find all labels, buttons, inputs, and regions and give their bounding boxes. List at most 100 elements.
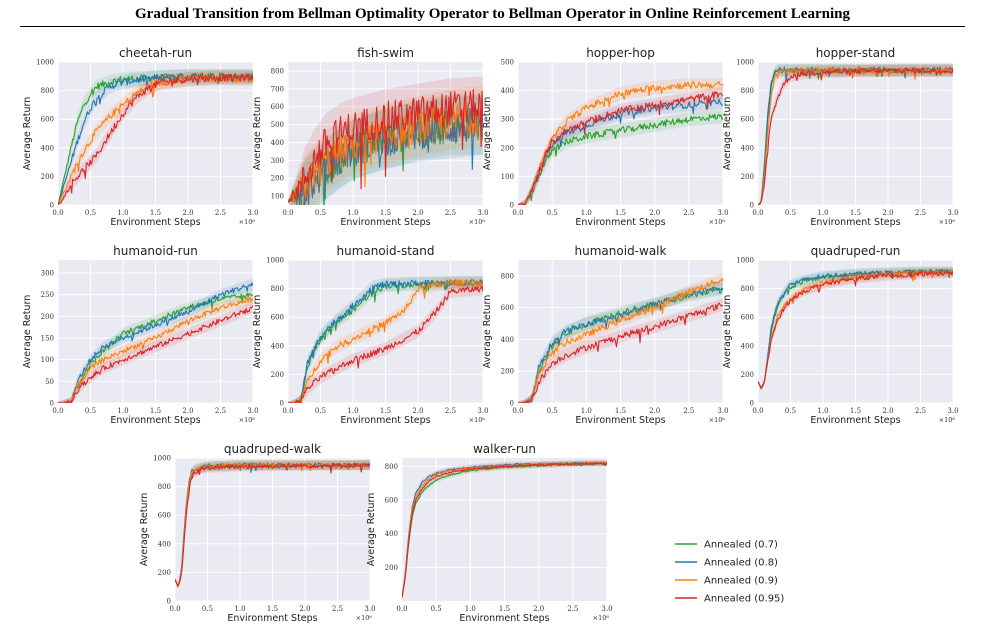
x-tick-label: 0.5 bbox=[315, 407, 326, 415]
y-tick-label: 200 bbox=[41, 313, 54, 321]
x-tick-label: 0.0 bbox=[52, 209, 63, 217]
y-tick-label: 100 bbox=[501, 173, 514, 181]
y-tick-label: 800 bbox=[158, 483, 171, 491]
chart-panel-hopper-hop: 0 100 200 300 400 500 0.0 0.5 1.0 1.5 2.0 2.5 3.0×10… bbox=[482, 46, 729, 228]
x-multiplier: ×10⁶ bbox=[469, 416, 486, 424]
y-tick-label: 800 bbox=[741, 285, 754, 293]
y-tick-label: 800 bbox=[41, 87, 54, 95]
x-tick-label: 3.0 bbox=[717, 209, 728, 217]
x-tick-label: 0.5 bbox=[202, 605, 213, 613]
x-tick-label: 0.0 bbox=[52, 407, 63, 415]
chart-title: fish-swim bbox=[357, 46, 414, 60]
y-tick-label: 300 bbox=[271, 157, 284, 165]
y-tick-label: 600 bbox=[41, 116, 54, 124]
series-band-Annealed (0.7) bbox=[58, 69, 253, 205]
x-axis-label: Environment Steps bbox=[810, 217, 900, 228]
y-tick-label: 400 bbox=[158, 540, 171, 548]
series-line-Annealed (0.95) bbox=[58, 73, 253, 205]
series-band-Annealed (0.9) bbox=[518, 272, 723, 403]
series-line-Annealed (0.8) bbox=[518, 98, 723, 205]
x-tick-label: 2.5 bbox=[915, 209, 926, 217]
y-tick-label: 1000 bbox=[736, 257, 754, 265]
chart-title: walker-run bbox=[473, 442, 536, 456]
x-axis-label: Environment Steps bbox=[340, 415, 430, 426]
x-tick-label: 2.0 bbox=[182, 407, 193, 415]
x-axis-label: Environment Steps bbox=[340, 217, 430, 228]
y-tick-label: 600 bbox=[158, 512, 171, 520]
x-tick-label: 1.5 bbox=[850, 209, 861, 217]
y-tick-label: 500 bbox=[501, 59, 514, 67]
y-tick-label: 300 bbox=[501, 116, 514, 124]
chart-title: humanoid-stand bbox=[336, 244, 434, 258]
series-band-Annealed (0.9) bbox=[58, 70, 253, 205]
x-tick-label: 1.5 bbox=[499, 605, 510, 613]
x-tick-label: 2.5 bbox=[445, 407, 456, 415]
x-tick-label: 3.0 bbox=[947, 209, 958, 217]
y-axis-label: Average Return bbox=[22, 295, 33, 369]
x-tick-label: 0.5 bbox=[431, 605, 442, 613]
y-tick-label: 400 bbox=[501, 336, 514, 344]
x-tick-label: 0.0 bbox=[752, 407, 763, 415]
y-tick-label: 250 bbox=[41, 291, 54, 299]
x-tick-label: 0.0 bbox=[512, 407, 523, 415]
y-tick-label: 400 bbox=[501, 87, 514, 95]
y-tick-label: 0 bbox=[510, 400, 514, 408]
y-axis-label: Average Return bbox=[722, 295, 733, 369]
x-tick-label: 3.0 bbox=[364, 605, 375, 613]
series-group bbox=[402, 460, 607, 600]
legend-label: Annealed (0.7) bbox=[704, 540, 778, 551]
series-group bbox=[518, 272, 723, 403]
x-tick-label: 3.0 bbox=[601, 605, 612, 613]
series-line-Annealed (0.8) bbox=[58, 282, 253, 403]
y-tick-label: 200 bbox=[41, 173, 54, 181]
x-tick-label: 2.5 bbox=[683, 209, 694, 217]
x-tick-label: 1.0 bbox=[465, 605, 476, 613]
y-tick-label: 0 bbox=[167, 598, 171, 606]
y-tick-label: 800 bbox=[271, 285, 284, 293]
x-tick-label: 0.0 bbox=[512, 209, 523, 217]
y-axis-label: Average Return bbox=[482, 97, 493, 171]
chart-title: humanoid-run bbox=[113, 244, 198, 258]
x-multiplier: ×10⁶ bbox=[356, 614, 373, 622]
series-line-Annealed (0.9) bbox=[518, 277, 723, 403]
x-tick-label: 2.0 bbox=[882, 209, 893, 217]
y-axis-label: Average Return bbox=[366, 493, 377, 567]
y-tick-label: 50 bbox=[45, 378, 54, 386]
x-tick-label: 0.0 bbox=[282, 407, 293, 415]
x-tick-label: 2.5 bbox=[915, 407, 926, 415]
y-tick-label: 1000 bbox=[36, 59, 54, 67]
chart-title: quadruped-run bbox=[811, 244, 901, 258]
y-tick-label: 600 bbox=[501, 304, 514, 312]
x-tick-label: 0.5 bbox=[85, 407, 96, 415]
y-tick-label: 800 bbox=[501, 272, 514, 280]
x-tick-label: 0.5 bbox=[547, 407, 558, 415]
x-tick-label: 0.5 bbox=[547, 209, 558, 217]
legend-label: Annealed (0.8) bbox=[704, 558, 778, 569]
y-tick-label: 200 bbox=[741, 371, 754, 379]
y-tick-label: 600 bbox=[741, 116, 754, 124]
x-tick-label: 2.0 bbox=[882, 407, 893, 415]
y-tick-label: 0 bbox=[50, 400, 54, 408]
chart-title: cheetah-run bbox=[119, 46, 192, 60]
series-band-Annealed (0.9) bbox=[758, 64, 953, 205]
x-tick-label: 0.0 bbox=[396, 605, 407, 613]
y-tick-label: 0 bbox=[750, 202, 754, 210]
series-group bbox=[518, 78, 723, 205]
x-tick-label: 1.0 bbox=[817, 209, 828, 217]
x-tick-label: 1.5 bbox=[615, 407, 626, 415]
x-tick-label: 2.5 bbox=[215, 209, 226, 217]
series-line-Annealed (0.9) bbox=[288, 279, 483, 403]
x-tick-label: 0.5 bbox=[315, 209, 326, 217]
y-tick-label: 400 bbox=[41, 144, 54, 152]
series-line-Annealed (0.95) bbox=[288, 285, 483, 403]
y-tick-label: 1000 bbox=[736, 59, 754, 67]
chart-panel-cheetah-run: 0 200 400 600 800 1000 0.0 0.5 1.0 1.5 2.0 2.5 3.0×1… bbox=[22, 46, 259, 228]
y-tick-label: 400 bbox=[271, 342, 284, 350]
chart-panel-fish-swim: 100 200 300 400 500 600 700 800 0.0 0.5 1.0 1.5 2.0 2… bbox=[252, 46, 489, 228]
chart-title: hopper-stand bbox=[816, 46, 896, 60]
series-line-Annealed (0.9) bbox=[518, 81, 723, 205]
chart-panel-hopper-stand: 0 200 400 600 800 1000 0.0 0.5 1.0 1.5 2.0 2.5 3.0×1… bbox=[722, 46, 959, 228]
y-tick-label: 600 bbox=[271, 103, 284, 111]
